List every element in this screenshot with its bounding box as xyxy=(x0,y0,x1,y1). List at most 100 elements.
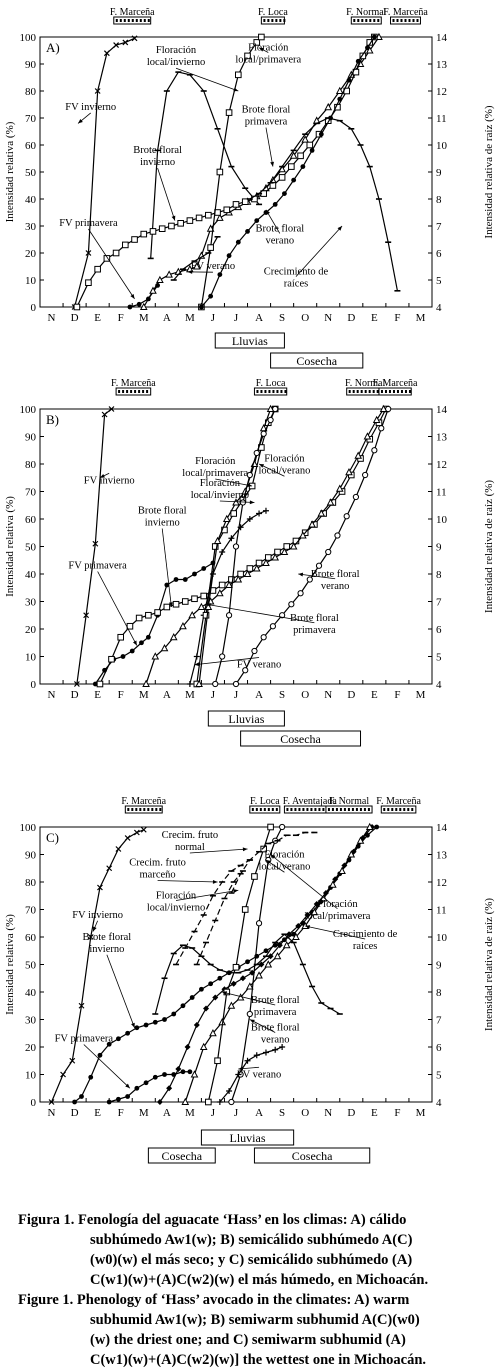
annotation: FV verano xyxy=(187,261,235,274)
flowering-bar-hatch xyxy=(387,808,390,811)
data-point xyxy=(113,42,120,49)
flowering-bar-hatch xyxy=(353,19,356,22)
data-point xyxy=(251,647,258,655)
y-right-tick-label: 9 xyxy=(436,960,442,972)
data-point xyxy=(230,510,237,517)
y-axis-label: Intensidad relativa (%) xyxy=(4,121,16,222)
y-right-tick-label: 5 xyxy=(436,1070,442,1082)
data-point xyxy=(343,513,350,520)
y-tick-label: 30 xyxy=(25,597,37,609)
flowering-bar-hatch xyxy=(376,390,379,393)
data-point xyxy=(237,570,244,578)
annotation: FV primavera xyxy=(59,218,135,300)
season-box-label: Cosecha xyxy=(296,354,337,368)
flowering-bar-label: F. Normal xyxy=(329,796,370,807)
annotation-arrowhead xyxy=(249,1019,255,1024)
annotation-text: local/invierno xyxy=(191,490,249,501)
x-tick-label-e: E xyxy=(371,1107,378,1119)
y-tick-label: 70 xyxy=(25,113,37,125)
data-point xyxy=(262,507,269,514)
caption-en-line-1: Figure 1. Phenology of ‘Hass’ avocado in… xyxy=(18,1292,410,1308)
flowering-bar-hatch xyxy=(360,390,363,393)
flowering-bar-hatch xyxy=(143,19,146,22)
data-point xyxy=(319,894,328,902)
data-point xyxy=(206,224,215,232)
data-point xyxy=(223,206,231,214)
flowering-bar-hatch xyxy=(372,390,375,393)
data-point xyxy=(345,467,353,476)
x-tick-label-f: F xyxy=(394,1107,400,1119)
x-tick-label-m: M xyxy=(416,312,426,324)
data-point xyxy=(365,45,370,51)
data-point xyxy=(347,850,356,858)
annotation-arrowhead xyxy=(132,640,137,646)
annotation-leader xyxy=(106,954,135,1028)
flowering-bar-hatch xyxy=(322,808,325,811)
annotation-text: Brote floral xyxy=(138,506,187,517)
x-tick-label-e: E xyxy=(371,689,378,701)
series-line xyxy=(143,36,380,308)
data-point xyxy=(120,654,126,659)
x-tick-label-n: N xyxy=(48,312,56,324)
data-point xyxy=(133,829,140,836)
x-tick-label-o: O xyxy=(301,312,309,324)
annotation-text: primavera xyxy=(245,117,288,128)
annotation-text: FV invierno xyxy=(84,475,135,486)
y-right-tick-label: 7 xyxy=(436,1015,442,1027)
annotation-arrowhead xyxy=(249,500,255,505)
data-point xyxy=(184,1044,191,1050)
x-tick-label-m: M xyxy=(185,689,195,701)
annotation-text: FV invierno xyxy=(65,102,116,113)
series-line xyxy=(109,1071,190,1103)
y-tick-label: 30 xyxy=(25,1015,37,1027)
flowering-bar-label: F. Marceña xyxy=(376,796,421,807)
data-point xyxy=(212,994,219,1001)
x-tick-label-d: D xyxy=(347,1107,355,1119)
y-right-tick-label: 14 xyxy=(436,32,448,44)
flowering-bar: F. Loca xyxy=(249,796,281,814)
data-point xyxy=(291,177,297,183)
data-point xyxy=(304,912,311,918)
annotation-text: Brote floral xyxy=(290,613,339,624)
data-point xyxy=(103,50,110,57)
season-box-label: Lluvias xyxy=(232,334,268,348)
data-point xyxy=(356,836,365,844)
data-point xyxy=(297,152,304,160)
data-point xyxy=(199,986,204,992)
annotation-arrowhead xyxy=(131,1022,135,1028)
x-tick-label-j: J xyxy=(234,1107,239,1119)
data-point xyxy=(73,303,81,311)
data-point xyxy=(131,35,138,42)
data-point xyxy=(239,975,246,982)
flowering-bar-hatch xyxy=(115,19,118,22)
flowering-bar-hatch xyxy=(290,808,293,811)
data-point xyxy=(227,1001,236,1009)
data-point xyxy=(126,622,134,630)
flowering-bar-hatch xyxy=(286,808,289,811)
data-point xyxy=(139,302,148,310)
annotation-arrowhead xyxy=(259,47,265,52)
x-tick-label-n: N xyxy=(48,1107,56,1119)
flowering-bar-hatch xyxy=(155,808,158,811)
y-right-tick-label: 9 xyxy=(436,542,442,554)
data-point xyxy=(122,241,129,249)
annotation-leader xyxy=(219,500,255,503)
annotation: FV invierno xyxy=(84,472,135,486)
data-point xyxy=(260,430,267,437)
y-right-tick-label: 12 xyxy=(436,877,447,889)
annotation-leader xyxy=(157,880,218,883)
data-point xyxy=(162,1072,167,1077)
y-right-tick-label: 6 xyxy=(436,1042,442,1054)
data-point xyxy=(219,653,226,660)
data-point xyxy=(106,1041,112,1047)
data-point xyxy=(193,653,200,660)
data-point xyxy=(163,603,171,611)
data-point xyxy=(258,33,265,41)
data-point xyxy=(181,1097,190,1105)
y-tick-label: 20 xyxy=(25,248,37,260)
data-point xyxy=(106,865,113,872)
data-point xyxy=(241,198,249,205)
